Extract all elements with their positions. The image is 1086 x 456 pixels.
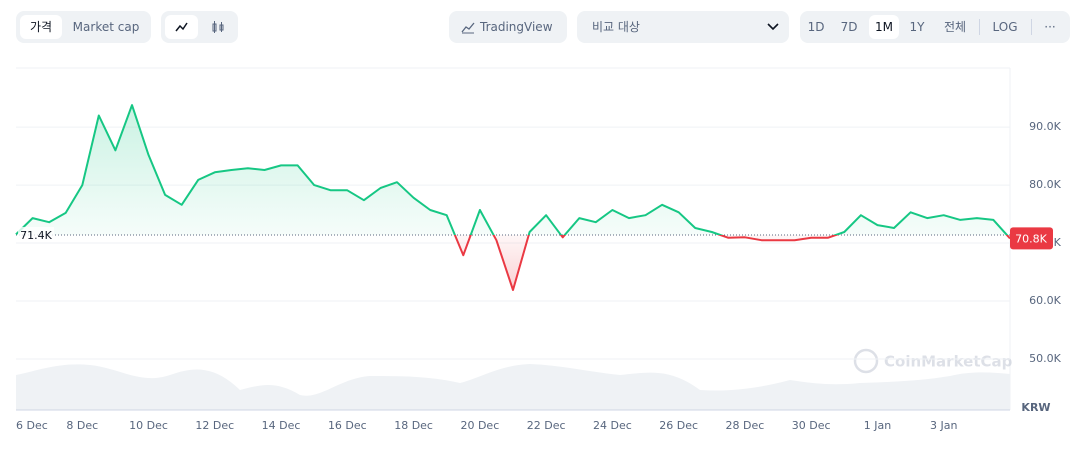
watermark: CoinMarketCap xyxy=(853,348,1013,374)
range-group xyxy=(800,11,1070,43)
x-tick-label: 6 Dec xyxy=(16,419,48,432)
more-button[interactable]: ··· xyxy=(1044,20,1056,34)
x-tick-label: 14 Dec xyxy=(262,419,301,432)
range-7d[interactable]: 7D xyxy=(840,20,858,34)
x-tick-label: 20 Dec xyxy=(460,419,499,432)
tradingview-button[interactable] xyxy=(449,11,567,43)
volume-area xyxy=(16,364,1010,410)
separator xyxy=(1031,19,1032,35)
tradingview-label: TradingView xyxy=(480,20,553,34)
x-tick-label: 18 Dec xyxy=(394,419,433,432)
x-tick-label: 28 Dec xyxy=(726,419,765,432)
y-tick-label: 90.0K xyxy=(1029,120,1061,133)
price-tag-label: 70.8K xyxy=(1015,232,1047,245)
watermark-text: CoinMarketCap xyxy=(884,353,1013,371)
x-tick-label: 26 Dec xyxy=(659,419,698,432)
x-tick-label: 10 Dec xyxy=(129,419,168,432)
price-line xyxy=(15,104,1011,291)
y-tick-label: 50.0K xyxy=(1029,352,1061,365)
range-1y[interactable]: 1Y xyxy=(909,20,925,34)
y-tick-label: 60.0K xyxy=(1029,294,1061,307)
x-tick-label: 24 Dec xyxy=(593,419,632,432)
tradingview-icon xyxy=(461,22,475,34)
x-tick-label: 3 Jan xyxy=(930,419,957,432)
x-tick-label: 12 Dec xyxy=(195,419,234,432)
x-tick-label: 8 Dec xyxy=(66,419,98,432)
price-area xyxy=(16,105,1010,290)
baseline-label: 71.4K xyxy=(20,229,52,242)
x-tick-label: 16 Dec xyxy=(328,419,367,432)
candle-chart-button[interactable] xyxy=(201,15,234,39)
x-tick-label: 22 Dec xyxy=(527,419,566,432)
range-all[interactable]: 전체 xyxy=(943,20,967,34)
currency-label: KRW xyxy=(1021,401,1050,414)
view-price[interactable]: 가격 xyxy=(20,15,62,39)
view-market-cap[interactable]: Market cap xyxy=(72,20,140,34)
log-button[interactable]: LOG xyxy=(992,20,1018,34)
baseline-label-bg xyxy=(18,226,54,242)
separator xyxy=(979,19,980,35)
line-chart-button[interactable] xyxy=(165,15,198,39)
price-tag-bg xyxy=(1010,227,1053,250)
range-1d[interactable]: 1D xyxy=(807,20,825,34)
x-tick-label: 1 Jan xyxy=(864,419,891,432)
range-1m[interactable]: 1M xyxy=(869,15,899,39)
compare-label: 비교 대상 xyxy=(592,20,640,34)
compare-dropdown[interactable] xyxy=(577,11,789,43)
x-tick-label: 30 Dec xyxy=(792,419,831,432)
dropdown-arrow xyxy=(767,23,779,31)
y-tick-label: 80.0K xyxy=(1029,178,1061,191)
